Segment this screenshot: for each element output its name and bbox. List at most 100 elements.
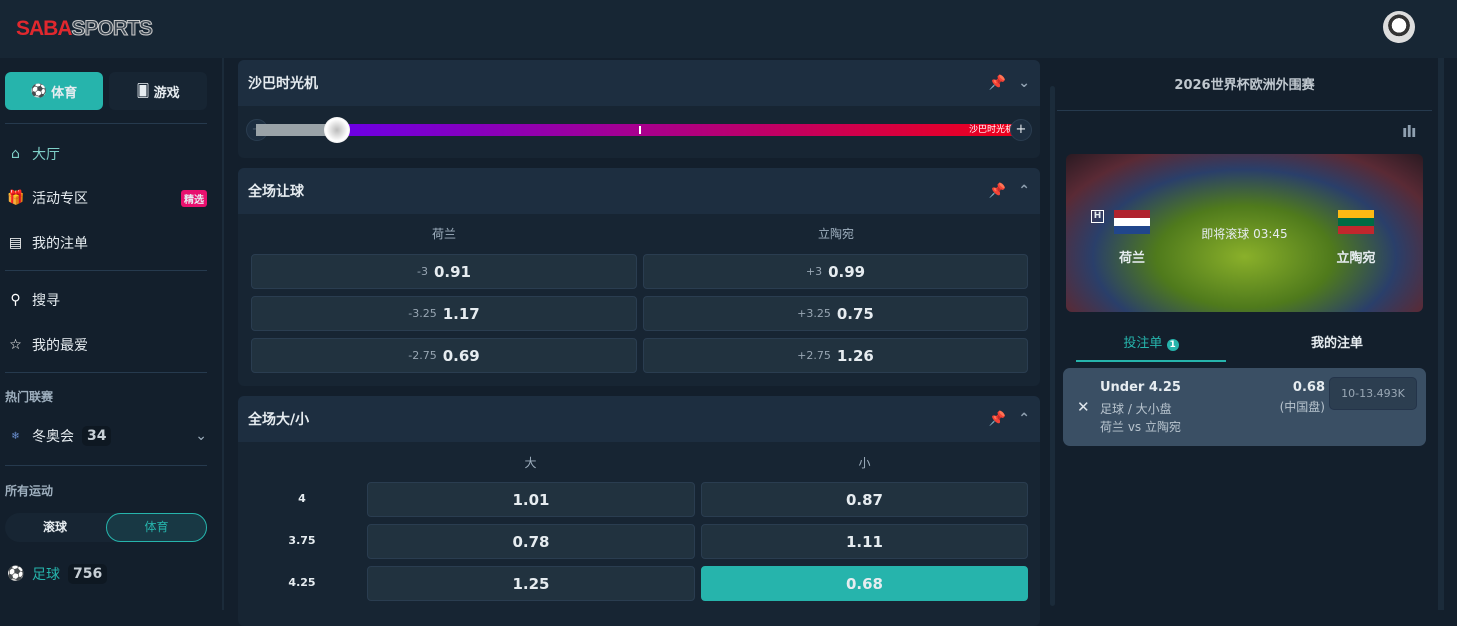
toggle-sports[interactable]: ⚽ 体育 (5, 72, 103, 110)
saba-sports-logo[interactable]: SABASPORTS (16, 17, 153, 41)
odds-button-selected[interactable]: 0.68 (701, 566, 1028, 601)
chevron-down-icon[interactable]: ⌄ (195, 428, 207, 444)
bet-slip-item: ✕ Under 4.25 足球 / 大小盘 荷兰 vs 立陶宛 0.68 (中国… (1063, 368, 1426, 446)
top-bar: SABASPORTS (0, 0, 1457, 58)
time-machine-panel: 沙巴时光机📌⌄ − 沙巴时光机 + (238, 60, 1040, 158)
odds-button[interactable]: 1.11 (701, 524, 1028, 559)
panel-title: 全场大/小 (248, 412, 310, 428)
home-marker: H (1091, 210, 1104, 223)
remove-bet-icon[interactable]: ✕ (1077, 398, 1090, 416)
odds-button[interactable]: -3 0.91 (251, 254, 637, 289)
odds-value: 0.75 (836, 304, 874, 323)
pin-icon[interactable]: 📌 (988, 183, 1007, 199)
slider-end-label: 沙巴时光机 (968, 125, 1014, 135)
hot-leagues-heading: 热门联赛 (5, 390, 54, 404)
odds-value: 1.17 (442, 304, 480, 323)
chevron-down-icon[interactable]: ⌄ (1018, 75, 1030, 91)
league-item-winter-olympics[interactable]: ❄ 冬奥会 34 ⌄ (7, 426, 207, 446)
divider (5, 465, 207, 466)
divider (5, 270, 207, 271)
column-header-over: 大 (524, 456, 537, 470)
odds-type: (中国盘) (1279, 400, 1325, 414)
odds-value: 0.69 (442, 346, 480, 365)
all-sports-heading: 所有运动 (5, 484, 54, 498)
odds-value: 0.99 (828, 262, 866, 281)
goal-line: 3.75 (288, 534, 316, 547)
pin-icon[interactable]: 📌 (988, 411, 1007, 427)
sidebar-item-search[interactable]: ⚲ 搜寻 (7, 290, 60, 310)
odds-button[interactable]: 1.01 (367, 482, 695, 517)
pin-icon[interactable]: 📌 (988, 75, 1007, 91)
odds-button[interactable]: 0.78 (367, 524, 695, 559)
cards-icon: 🂠 (136, 83, 150, 99)
avatar[interactable] (1383, 11, 1415, 43)
odds-value: 0.87 (845, 490, 883, 509)
soccer-ball-icon: ⚽ (7, 566, 25, 582)
tab-live[interactable]: 滚球 (42, 520, 67, 534)
goal-line: 4.25 (288, 576, 316, 589)
lithuania-flag-icon (1338, 210, 1374, 234)
match-panel: 2026世界杯欧洲外围赛 ılı H 荷兰 立陶宛 即将滚球 03:45 投注单… (1057, 58, 1432, 610)
tab-sports[interactable]: 体育 (106, 513, 207, 542)
olympics-icon: ❄ (11, 430, 20, 442)
odds-value: 0.68 (845, 574, 883, 593)
home-team: 荷兰 (1118, 251, 1145, 266)
sidebar: ⚽ 体育 🂠 游戏 ⌂ 大厅 🎁 活动专区 精选 ▤ 我的注单 ⚲ 搜寻 ☆ 我的最爱 热门联赛… (0, 58, 222, 610)
plus-button[interactable]: + (1010, 119, 1032, 141)
markets-scrollbar[interactable] (1050, 86, 1055, 606)
divider (5, 123, 207, 124)
column-header-under: 小 (858, 456, 871, 470)
odds-button[interactable]: -3.25 1.17 (251, 296, 637, 331)
soccer-ball-icon: ⚽ (30, 83, 48, 99)
handicap-line: -3.25 (408, 307, 437, 320)
league-title: 2026世界杯欧洲外围赛 (1057, 58, 1432, 111)
column-header-home: 荷兰 (431, 227, 456, 241)
odds-button[interactable]: +3.25 0.75 (643, 296, 1028, 331)
slider-handle[interactable] (324, 117, 350, 143)
home-icon: ⌂ (11, 146, 20, 162)
odds-value: 0.91 (433, 262, 471, 281)
stats-icon[interactable]: ılı (1402, 122, 1416, 141)
sidebar-item-promotions[interactable]: 🎁 活动专区 精选 (7, 188, 207, 208)
bet-odds: 0.68 (1292, 380, 1325, 395)
handicap-line: -2.75 (408, 349, 437, 362)
odds-button[interactable]: -2.75 0.69 (251, 338, 637, 373)
gift-icon: 🎁 (7, 190, 25, 206)
label: 投注单 (1123, 336, 1163, 351)
sport-tabs: 滚球 体育 (5, 513, 207, 542)
sport-count: 756 (68, 564, 108, 584)
toggle-games[interactable]: 🂠 游戏 (109, 72, 207, 110)
bet-slip-icon: ▤ (8, 235, 23, 251)
bet-count-badge: 1 (1166, 339, 1179, 351)
label: 冬奥会 (32, 429, 74, 445)
chevron-up-icon[interactable]: ⌃ (1018, 183, 1030, 199)
odds-button[interactable]: 1.25 (367, 566, 695, 601)
panel-title: 沙巴时光机 (248, 76, 318, 92)
sidebar-item-lobby[interactable]: ⌂ 大厅 (7, 144, 60, 164)
handicap-line: +3 (805, 265, 823, 278)
netherlands-flag-icon (1114, 210, 1150, 234)
odds-value: 1.26 (836, 346, 874, 365)
odds-button[interactable]: +3 0.99 (643, 254, 1028, 289)
right-scrollbar[interactable] (1438, 58, 1444, 610)
chevron-up-icon[interactable]: ⌃ (1018, 411, 1030, 427)
time-slider-track[interactable]: 沙巴时光机 (256, 124, 1020, 136)
bet-market: 足球 / 大小盘 (1100, 402, 1172, 416)
label: 体育 (51, 85, 78, 101)
sport-item-soccer[interactable]: ⚽ 足球 756 (7, 564, 108, 584)
odds-button[interactable]: +2.75 1.26 (643, 338, 1028, 373)
stake-input[interactable]: 10-13.493K (1329, 377, 1417, 410)
sidebar-item-favorites[interactable]: ☆ 我的最爱 (7, 335, 88, 355)
bet-selection: Under 4.25 (1100, 380, 1181, 395)
star-icon: ☆ (9, 337, 22, 353)
odds-button[interactable]: 0.87 (701, 482, 1028, 517)
odds-value: 0.78 (512, 532, 550, 551)
featured-badge: 精选 (181, 189, 207, 207)
handicap-line: -3 (417, 265, 428, 278)
tab-my-bets[interactable]: 我的注单 (1310, 336, 1363, 351)
sidebar-scrollbar[interactable] (222, 58, 224, 610)
over-under-panel: 全场大/小 📌 ⌃ 大 小 4 1.01 0.87 3.75 0.78 1.11 4… (238, 396, 1040, 626)
sidebar-item-my-bets[interactable]: ▤ 我的注单 (7, 233, 88, 253)
tab-bet-slip[interactable]: 投注单 1 (1076, 332, 1226, 362)
match-status: 即将滚球 03:45 (1201, 227, 1288, 241)
